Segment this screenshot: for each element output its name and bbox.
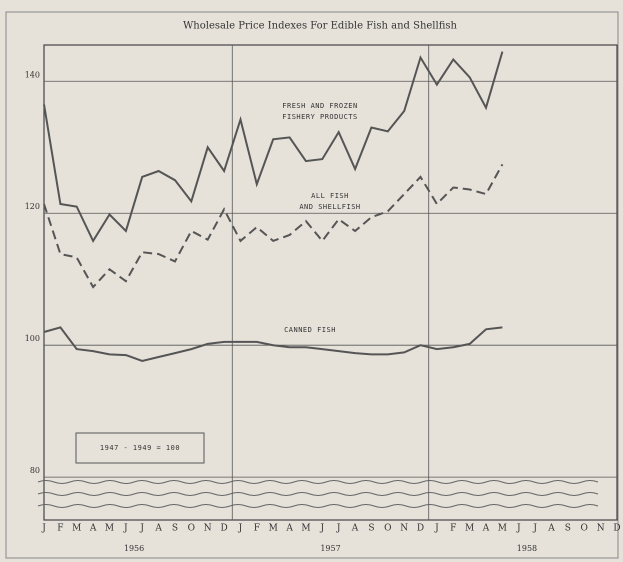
x-tick-label: M: [269, 524, 278, 534]
x-tick-label: J: [532, 524, 537, 534]
y-tick-label: 80: [30, 466, 40, 475]
series-line: [43, 326, 503, 363]
x-tick-label: A: [482, 524, 490, 534]
plot-area: [43, 44, 618, 521]
x-tick-label: M: [465, 524, 474, 534]
x-tick-label: N: [400, 524, 408, 534]
x-tick-label: J: [434, 524, 439, 534]
x-tick-label: M: [72, 524, 81, 534]
x-tick-label: J: [320, 524, 325, 534]
axis-break: [37, 504, 599, 508]
x-tick-label: J: [336, 524, 341, 534]
x-tick-label: D: [220, 524, 227, 534]
x-tick-label: A: [285, 524, 293, 534]
note: 1947 - 1949 = 100: [100, 444, 180, 452]
x-tick-label: A: [154, 524, 162, 534]
x-tick-label: N: [204, 524, 212, 534]
x-tick-label: J: [238, 524, 243, 534]
x-tick-label: J: [139, 524, 144, 534]
x-tick-label: S: [368, 524, 374, 534]
series-line: [43, 163, 504, 289]
series-label: FRESH AND FROZEN FISHERY PRODUCTS: [282, 102, 357, 121]
y-tick-label: 120: [25, 202, 40, 211]
x-tick-label: M: [105, 524, 114, 534]
series-label: ALL FISH AND SHELLFISH: [299, 192, 360, 211]
year-label: 1957: [320, 544, 340, 553]
note-box: [75, 432, 205, 464]
year-label: 1958: [517, 544, 537, 553]
chart-title: Wholesale Price Indexes For Edible Fish …: [183, 21, 457, 32]
series-label-line: AND SHELLFISH: [299, 203, 360, 211]
axis-break: [37, 492, 599, 496]
x-tick-label: A: [547, 524, 555, 534]
x-tick-label: O: [188, 524, 195, 534]
x-tick-label: M: [301, 524, 310, 534]
x-tick-label: J: [516, 524, 521, 534]
x-tick-label: F: [450, 524, 456, 534]
x-tick-label: S: [565, 524, 571, 534]
x-tick-label: F: [57, 524, 63, 534]
year-label: 1956: [124, 544, 144, 553]
y-tick-label: 140: [25, 70, 40, 79]
x-tick-label: O: [581, 524, 588, 534]
x-tick-label: J: [123, 524, 128, 534]
x-tick-label: A: [89, 524, 97, 534]
series-label-line: FISHERY PRODUCTS: [282, 113, 357, 121]
series-label-line: ALL FISH: [311, 192, 349, 200]
frame: [5, 11, 619, 559]
axis-break: [37, 480, 599, 484]
x-tick-label: D: [417, 524, 424, 534]
x-tick-label: M: [498, 524, 507, 534]
x-tick-label: N: [597, 524, 605, 534]
x-tick-label: F: [254, 524, 260, 534]
x-tick-label: J: [41, 524, 46, 534]
y-tick-label: 100: [25, 334, 40, 343]
series-label-line: FRESH AND FROZEN: [282, 102, 357, 110]
x-tick-label: O: [384, 524, 391, 534]
x-tick-label: S: [172, 524, 178, 534]
series-label: CANNED FISH: [284, 326, 336, 334]
series-line: [43, 51, 504, 243]
x-tick-label: A: [351, 524, 359, 534]
x-tick-label: D: [613, 524, 620, 534]
